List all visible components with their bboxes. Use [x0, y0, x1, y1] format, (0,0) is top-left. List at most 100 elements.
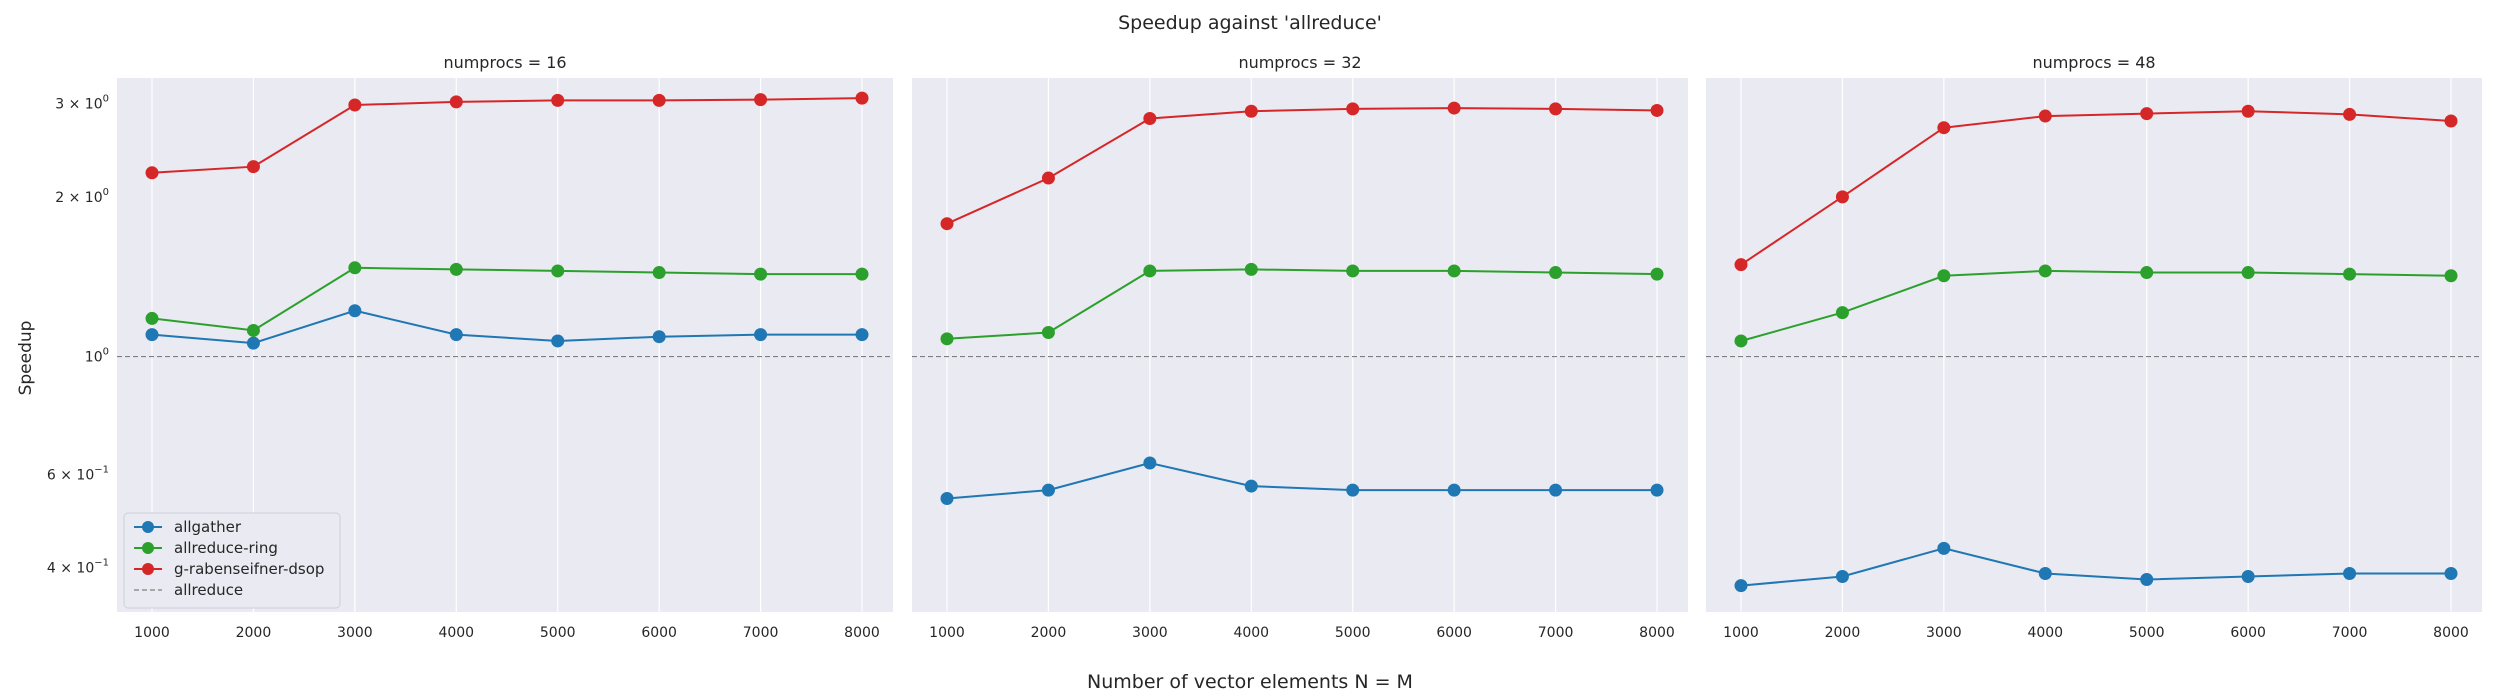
data-point-allgather: [2241, 569, 2255, 583]
data-point-allreduce-ring: [2444, 269, 2458, 283]
data-point-g-rabenseifner-dsop: [940, 217, 954, 231]
data-point-g-rabenseifner-dsop: [246, 160, 260, 174]
panel-title: numprocs = 32: [1238, 53, 1361, 72]
x-tick-label: 7000: [1538, 625, 1574, 641]
data-point-g-rabenseifner-dsop: [1447, 101, 1461, 115]
x-tick-label: 4000: [438, 625, 474, 641]
data-point-g-rabenseifner-dsop: [348, 98, 362, 112]
data-point-allgather: [754, 328, 768, 342]
legend-entry-label: g-rabenseifner-dsop: [174, 560, 324, 578]
y-tick-label: 3 × 100: [55, 93, 109, 112]
series-line-g-rabenseifner-dsop: [151, 97, 863, 174]
x-tick-label: 3000: [1132, 625, 1168, 641]
data-point-allreduce-ring: [1734, 334, 1748, 348]
data-point-allgather: [940, 492, 954, 506]
data-point-g-rabenseifner-dsop: [1346, 102, 1360, 116]
data-point-g-rabenseifner-dsop: [2343, 107, 2357, 121]
data-point-allgather: [652, 330, 666, 344]
legend-swatch-marker: [142, 563, 154, 575]
panel-title: numprocs = 48: [2032, 53, 2155, 72]
data-point-allreduce-ring: [1937, 269, 1951, 283]
data-point-g-rabenseifner-dsop: [2444, 114, 2458, 128]
data-point-g-rabenseifner-dsop: [2140, 107, 2154, 121]
x-tick-label: 5000: [2129, 625, 2165, 641]
data-point-allreduce-ring: [2140, 266, 2154, 280]
x-tick-label: 3000: [337, 625, 373, 641]
x-tick-label: 6000: [641, 625, 677, 641]
x-tick-label: 8000: [1639, 625, 1675, 641]
x-tick-label: 1000: [1723, 625, 1759, 641]
x-tick-label: 8000: [2433, 625, 2469, 641]
data-point-allgather: [1244, 479, 1258, 493]
data-point-allreduce-ring: [2241, 266, 2255, 280]
x-tick-label: 7000: [743, 625, 779, 641]
data-point-allreduce-ring: [1346, 264, 1360, 278]
data-point-g-rabenseifner-dsop: [2241, 104, 2255, 118]
series-line-g-rabenseifner-dsop: [946, 107, 1658, 225]
y-tick-label: 4 × 10−1: [47, 558, 109, 577]
data-point-allgather: [1734, 579, 1748, 593]
x-tick-label: 8000: [844, 625, 880, 641]
series-line-allgather: [151, 309, 862, 345]
plot-area: [1706, 78, 2482, 612]
panel-3: 1000 2000 3000 4000 5000 6000 7000 8000 numprocs…: [1706, 53, 2482, 641]
data-point-g-rabenseifner-dsop: [449, 95, 463, 109]
x-tick-label: 5000: [1335, 625, 1371, 641]
data-point-allreduce-ring: [1041, 326, 1055, 340]
data-point-allreduce-ring: [940, 332, 954, 346]
data-point-allreduce-ring: [145, 311, 159, 325]
series-line-g-rabenseifner-dsop: [1740, 110, 2452, 266]
series-line-allgather: [1740, 547, 2451, 587]
data-point-g-rabenseifner-dsop: [2038, 109, 2052, 123]
data-point-g-rabenseifner-dsop: [1143, 112, 1157, 126]
x-tick-label: 1000: [134, 625, 170, 641]
data-point-allgather: [1549, 483, 1563, 497]
x-tick-label: 2000: [1031, 625, 1067, 641]
data-point-allgather: [449, 328, 463, 342]
data-point-allgather: [246, 336, 260, 350]
data-point-allreduce-ring: [1143, 264, 1157, 278]
data-point-allreduce-ring: [348, 261, 362, 275]
data-point-allgather: [1143, 456, 1157, 470]
legend-swatch-marker: [142, 521, 154, 533]
data-point-allgather: [2444, 567, 2458, 581]
legend-entry-label: allgather: [174, 518, 242, 536]
x-tick-label: 7000: [2332, 625, 2368, 641]
series-line-allreduce-ring: [946, 268, 1658, 340]
legend-entry-label: allreduce-ring: [174, 539, 278, 557]
data-point-allreduce-ring: [449, 262, 463, 276]
data-point-allgather: [1937, 541, 1951, 555]
x-tick-label: 4000: [2027, 625, 2063, 641]
data-point-g-rabenseifner-dsop: [855, 91, 869, 105]
y-axis-label: Speedup: [16, 321, 36, 396]
data-point-allgather: [2038, 567, 2052, 581]
data-point-allreduce-ring: [246, 323, 260, 337]
x-axis-label: Number of vector elements N = M: [1087, 671, 1413, 693]
data-point-g-rabenseifner-dsop: [1835, 190, 1849, 204]
x-tick-label: 3000: [1926, 625, 1962, 641]
x-tick-label: 6000: [1436, 625, 1472, 641]
data-point-g-rabenseifner-dsop: [1650, 103, 1664, 117]
data-point-allgather: [145, 328, 159, 342]
x-tick-label: 5000: [540, 625, 576, 641]
data-point-allgather: [348, 304, 362, 318]
series-line-allgather: [946, 461, 1657, 500]
data-point-g-rabenseifner-dsop: [1549, 102, 1563, 116]
data-point-allreduce-ring: [1549, 266, 1563, 280]
x-tick-label: 4000: [1233, 625, 1269, 641]
data-point-allgather: [551, 334, 565, 348]
data-point-allreduce-ring: [1650, 267, 1664, 281]
data-point-allreduce-ring: [652, 266, 666, 280]
data-point-g-rabenseifner-dsop: [145, 166, 159, 180]
data-point-g-rabenseifner-dsop: [551, 93, 565, 107]
data-point-g-rabenseifner-dsop: [1734, 258, 1748, 272]
data-point-allgather: [2343, 567, 2357, 581]
data-point-g-rabenseifner-dsop: [1937, 121, 1951, 135]
data-point-allreduce-ring: [754, 267, 768, 281]
data-point-allgather: [1650, 483, 1664, 497]
x-tick-label: 2000: [236, 625, 272, 641]
series-line-allreduce-ring: [151, 266, 862, 332]
data-point-allgather: [855, 328, 869, 342]
data-point-allgather: [1346, 483, 1360, 497]
